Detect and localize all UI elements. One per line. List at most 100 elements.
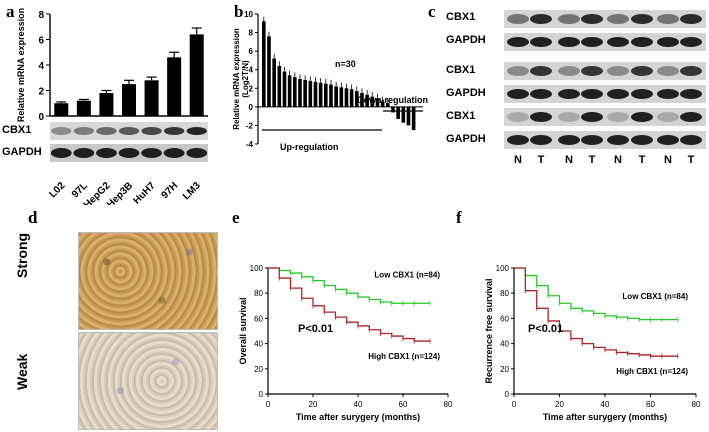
blot-c-band	[507, 37, 529, 47]
b-y-tick-label: 6	[249, 47, 254, 56]
chart-e-x-tick-label: 60	[399, 400, 408, 409]
panel-e-letter: e	[232, 208, 240, 227]
b-bar	[355, 91, 359, 107]
chart-f-x-tick-label: 40	[601, 400, 610, 409]
b-y-tick-label: 0	[249, 103, 254, 112]
blot-c-band	[657, 112, 679, 122]
a-blot-label-2: GAPDH	[2, 146, 42, 158]
blot-c-strip	[504, 85, 706, 103]
blot-c-band	[607, 37, 629, 47]
a-bar	[144, 80, 159, 116]
blot-c-band	[530, 135, 552, 145]
blot-c-band	[657, 89, 679, 99]
chart-f-y-tick-label: 60	[500, 314, 509, 323]
blot-c-band	[680, 135, 702, 145]
lane-label-1: N	[514, 154, 522, 166]
a-y-tick-label: 6	[38, 36, 44, 47]
blot-c-band	[657, 66, 679, 76]
chart-f-series-line-high	[514, 267, 678, 357]
b-y-axis-label-2: (Log2T/N)	[241, 60, 250, 98]
chart-e-series-line-low	[268, 267, 430, 304]
lane-label-2: T	[538, 154, 545, 166]
b-bar	[344, 88, 349, 107]
a-blot-band-gapdh	[96, 148, 117, 158]
blot-c-band	[581, 112, 603, 122]
blot-c-label-1: CBX1	[446, 11, 475, 23]
blot-c-band	[581, 14, 603, 24]
b-bar	[339, 87, 344, 107]
a-y-tick-label: 4	[38, 61, 44, 72]
chart-f-y-tick-label: 40	[500, 340, 509, 349]
b-bar	[396, 106, 400, 119]
blot-c-band	[558, 37, 580, 47]
b-bar	[282, 71, 287, 107]
b-bar	[349, 89, 354, 107]
a-category-label: 97H	[160, 180, 181, 201]
chart-f-series-label-low: Low CBX1 (n=84)	[622, 292, 688, 301]
blot-c-band	[507, 89, 529, 99]
b-bar	[318, 82, 323, 107]
lane-label-3: N	[565, 154, 573, 166]
blot-c-strip	[504, 33, 706, 51]
blot-c-band	[558, 135, 580, 145]
blot-c-band	[507, 14, 529, 24]
a-blot-label-1: CBX1	[2, 124, 31, 136]
a-bar	[76, 100, 91, 116]
a-blot-band-gapdh	[186, 148, 208, 158]
b-bar	[324, 83, 328, 107]
chart-e-series-line-high	[268, 267, 430, 342]
b-bar	[267, 36, 271, 107]
blot-c-band	[631, 135, 653, 145]
panel-e-survival-chart: 0 20 40 60 80 100 0 20 40 60 80 Time after surygery…	[238, 264, 453, 422]
chart-f-y-tick-label: 80	[500, 289, 509, 298]
chart-e-series-label-low: Low CBX1 (n=84)	[374, 270, 440, 279]
panel-f-survival-chart: 0 20 40 60 80 100 0 20 40 60 80 Time after surygery…	[484, 264, 701, 422]
a-blot-band-cbx1	[96, 127, 117, 135]
a-y-tick-label: 2	[38, 87, 44, 98]
panel-f-letter: f	[456, 208, 462, 227]
a-blot-band-cbx1	[163, 127, 185, 135]
blot-c-band	[680, 89, 702, 99]
b-y-tick-label: -2	[246, 121, 254, 130]
a-blot-band-cbx1	[73, 127, 95, 135]
a-y-tick-label: 8	[38, 10, 44, 21]
blot-c-band	[558, 112, 580, 122]
panel-d-row-label-weak: Weak	[14, 353, 30, 390]
a-y-axis-label: Relative mRNA expression	[16, 8, 26, 122]
panel-d-letter: d	[28, 208, 38, 227]
blot-c-band	[581, 66, 603, 76]
panel-e-pvalue: P<0.01	[298, 323, 334, 335]
b-bar	[375, 98, 380, 107]
b-bar	[401, 106, 406, 123]
blot-c-band	[607, 89, 629, 99]
b-y-tick-label: -4	[246, 140, 254, 149]
lane-label-6: T	[639, 154, 646, 166]
a-blot-band-gapdh	[141, 148, 162, 158]
blot-c-band	[581, 37, 603, 47]
b-bar	[360, 92, 364, 107]
b-y-tick-label: 4	[249, 66, 254, 75]
blot-c-band	[530, 37, 552, 47]
chart-e-x-axis-label: Time after surygery (months)	[296, 412, 420, 422]
b-bar	[277, 66, 282, 107]
blot-c-band	[657, 14, 679, 24]
blot-c-band	[680, 112, 702, 122]
blot-c-band	[631, 37, 653, 47]
chart-f-y-tick-label: 100	[496, 264, 510, 273]
blot-c-band	[607, 66, 629, 76]
blot-c-strip	[504, 10, 706, 28]
a-blot-band-gapdh	[50, 148, 72, 158]
blot-c-band	[530, 89, 552, 99]
chart-f-y-tick-label: 0	[505, 390, 510, 399]
blot-c-band	[530, 14, 552, 24]
blot-c-band	[507, 112, 529, 122]
blot-c-band	[581, 135, 603, 145]
b-bar	[329, 84, 333, 107]
blot-c-label-4: GAPDH	[446, 87, 486, 99]
b-down-label: Down-regulation	[357, 95, 428, 105]
blot-c-band	[631, 66, 653, 76]
a-bar	[54, 103, 69, 116]
chart-e-y-tick-label: 20	[254, 365, 263, 374]
